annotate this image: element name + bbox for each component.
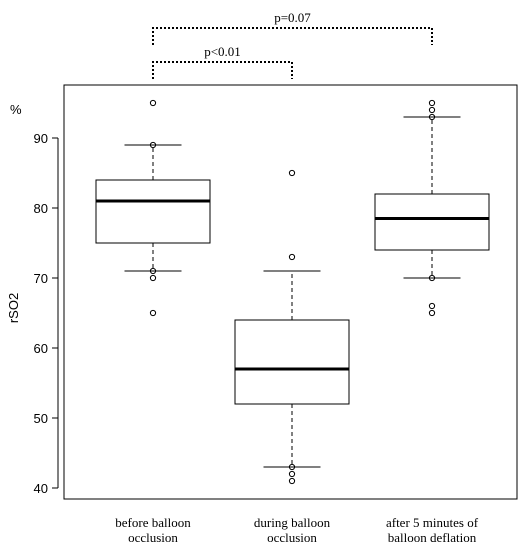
y-tick-label-5: 90 — [34, 131, 48, 146]
y-tick-label-3: 70 — [34, 271, 48, 286]
outlier-1-3 — [288, 470, 296, 478]
y-tick-label-0: 40 — [34, 481, 48, 496]
category-label-2-0: after 5 minutes of — [386, 515, 479, 530]
y-tick-label-1: 50 — [34, 411, 48, 426]
outlier-1-1 — [288, 253, 296, 261]
outlier-1-2 — [288, 463, 296, 471]
significance-label-1: p=0.07 — [274, 10, 311, 25]
boxes-layer — [95, 99, 490, 485]
outlier-0-2 — [149, 267, 157, 275]
outlier-0-0 — [149, 99, 157, 107]
significance-bracket-1 — [152, 27, 433, 45]
category-label-2-1: balloon deflation — [388, 530, 477, 545]
outlier-2-0 — [428, 99, 436, 107]
unit-label: % — [10, 102, 22, 117]
plot-frame — [63, 84, 518, 500]
category-label-1-1: occlusion — [267, 530, 317, 545]
outlier-2-4 — [428, 302, 436, 310]
outlier-2-5 — [428, 309, 436, 317]
outlier-2-2 — [428, 113, 436, 121]
outlier-0-1 — [149, 141, 157, 149]
significance-brackets: p<0.01 p=0.07 — [152, 10, 433, 79]
category-label-0-1: occlusion — [128, 530, 178, 545]
y-axis-label: rSO2 — [6, 293, 21, 323]
y-tick-label-4: 80 — [34, 201, 48, 216]
outlier-2-1 — [428, 106, 436, 114]
outlier-1-0 — [288, 169, 296, 177]
significance-bracket-0 — [152, 61, 293, 79]
outlier-1-4 — [288, 477, 296, 485]
significance-label-0: p<0.01 — [204, 44, 241, 59]
outlier-0-4 — [149, 309, 157, 317]
y-tick-label-2: 60 — [34, 341, 48, 356]
category-label-0-0: before balloon — [115, 515, 191, 530]
outlier-0-3 — [149, 274, 157, 282]
outlier-2-3 — [428, 274, 436, 282]
category-label-1-0: during balloon — [254, 515, 331, 530]
y-axis: 40 50 60 70 80 90 — [34, 131, 59, 496]
box-2 — [374, 193, 490, 251]
box-0 — [95, 179, 211, 244]
box-1 — [234, 319, 350, 405]
